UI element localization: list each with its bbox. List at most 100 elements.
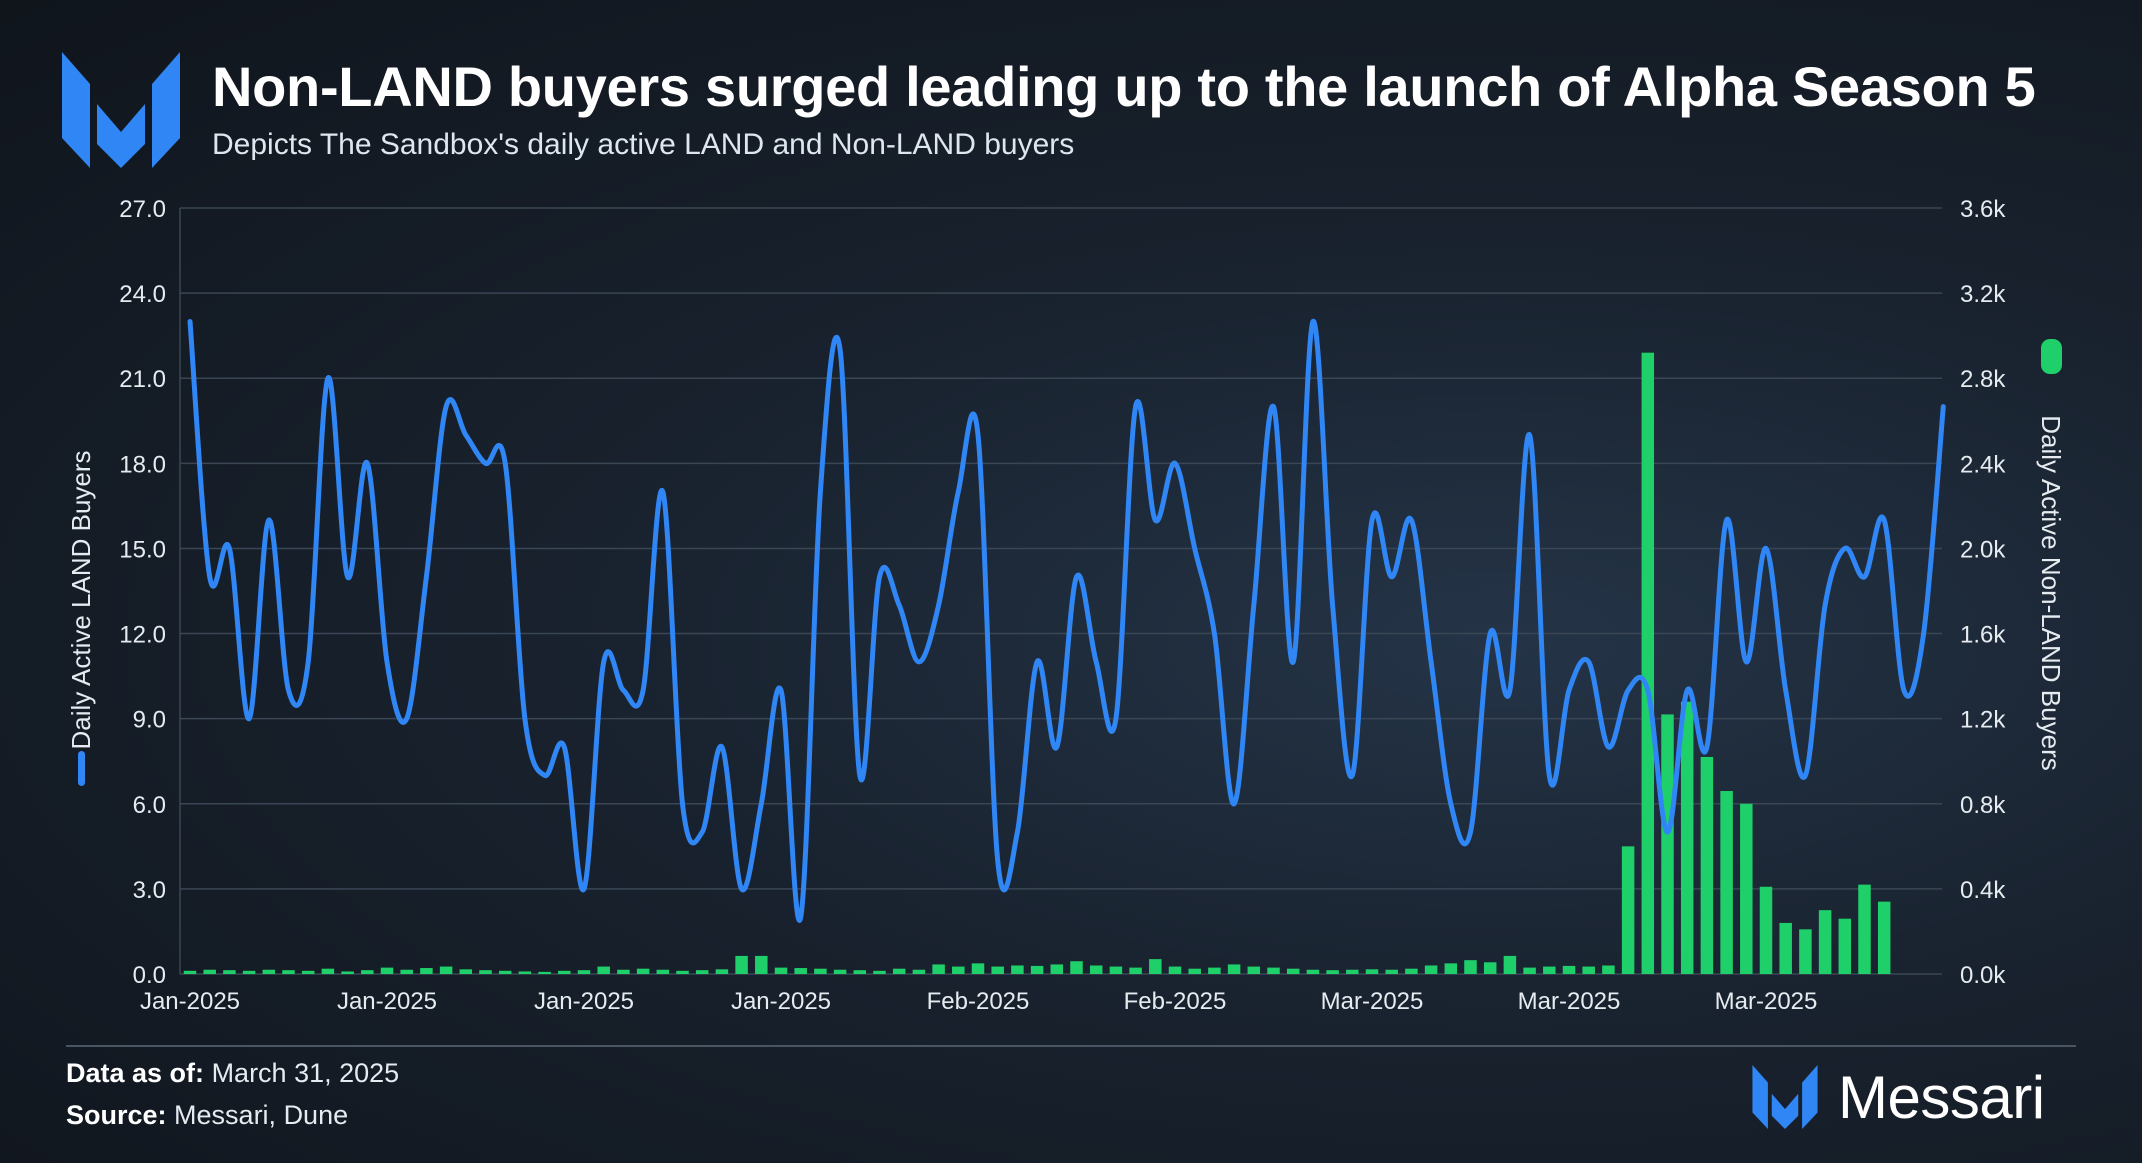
non-land-bar — [282, 970, 295, 974]
non-land-bar — [518, 971, 532, 974]
non-land-bar — [873, 970, 886, 974]
non-land-bar — [774, 967, 788, 974]
non-land-bar — [301, 970, 315, 974]
footer-divider — [66, 1045, 2076, 1047]
source-value: Messari, Dune — [174, 1100, 349, 1130]
non-land-bar — [1503, 955, 1517, 974]
non-land-bar — [203, 969, 216, 974]
left-axis-label: Daily Active LAND Buyers — [66, 450, 96, 749]
left-axis-title: Daily Active LAND Buyers — [66, 450, 96, 749]
footer-brand: Messari — [1752, 1063, 2045, 1131]
non-land-bar — [1740, 803, 1753, 974]
non-land-bar — [439, 966, 453, 974]
right-tick-label: 2.8k — [1960, 366, 2006, 393]
non-land-bar — [1129, 967, 1142, 974]
x-tick-label: Jan-2025 — [337, 988, 437, 1015]
non-land-bar — [1759, 886, 1773, 974]
non-land-bar — [1306, 969, 1320, 974]
non-land-bar — [833, 969, 847, 974]
non-land-bar — [597, 966, 610, 974]
x-tick-label: Mar-2025 — [1518, 988, 1621, 1015]
non-land-bar — [1267, 967, 1280, 974]
non-land-bar — [380, 967, 394, 974]
non-land-bar — [361, 970, 374, 974]
non-land-bar — [1661, 714, 1674, 974]
non-land-bar — [1700, 756, 1714, 974]
non-land-bar — [577, 970, 591, 974]
right-tick-label: 1.2k — [1960, 707, 2006, 734]
chart-subtitle: Depicts The Sandbox's daily active LAND … — [212, 128, 1075, 161]
non-land-bar — [676, 970, 689, 974]
source-line: Source: Messari, Dune — [66, 1100, 348, 1131]
x-tick-label: Feb-2025 — [927, 988, 1030, 1015]
non-land-bar — [912, 969, 926, 974]
non-land-bar — [1818, 910, 1832, 974]
non-land-bar — [1444, 963, 1458, 974]
non-land-bar — [1346, 969, 1359, 974]
land-buyers-line — [187, 318, 1946, 923]
non-land-bar — [1405, 968, 1418, 974]
non-land-bar — [1720, 791, 1733, 974]
non-land-bar — [617, 969, 630, 974]
non-land-bar — [1109, 966, 1123, 974]
non-land-bar — [1286, 968, 1300, 974]
left-tick-label: 21.0 — [119, 366, 166, 393]
non-land-bar — [1543, 966, 1556, 974]
non-land-bar — [794, 968, 807, 974]
x-tick-label: Jan-2025 — [534, 988, 634, 1015]
non-land-bar — [1483, 962, 1497, 974]
non-land-bar — [991, 966, 1004, 974]
brand-name: Messari — [1838, 1063, 2045, 1131]
non-land-bar — [1149, 959, 1162, 974]
chart-area: 0.0 0.0k 3.0 0.4k 6.0 0.8k 9.0 1.2k 12.0 1.6k 15.0… — [66, 196, 2066, 1015]
data-as-of-label: Data as of: — [66, 1058, 205, 1088]
non-land-bar — [1858, 884, 1871, 974]
non-land-bar — [952, 966, 965, 974]
non-land-bar — [1799, 929, 1812, 974]
non-land-legend-marker — [2041, 339, 2062, 374]
non-land-bar — [420, 968, 433, 974]
right-tick-label: 3.2k — [1960, 281, 2006, 308]
left-tick-label: 15.0 — [119, 536, 166, 563]
non-land-bar — [1838, 918, 1852, 974]
left-tick-label: 24.0 — [119, 281, 166, 308]
right-tick-label: 3.6k — [1960, 196, 2006, 223]
non-land-bar — [1464, 960, 1477, 974]
non-land-bar — [755, 955, 768, 974]
left-tick-label: 9.0 — [133, 707, 166, 734]
non-land-bar — [735, 955, 748, 974]
non-land-bar — [262, 969, 276, 974]
non-land-bar — [1188, 968, 1201, 974]
non-land-bar — [1582, 966, 1595, 974]
right-tick-label: 2.4k — [1960, 451, 2006, 478]
non-land-bar — [1562, 965, 1576, 974]
non-land-bar — [183, 970, 197, 974]
non-land-bar — [932, 964, 945, 974]
messari-logo-icon — [62, 52, 180, 168]
non-land-bar — [1877, 901, 1891, 974]
right-axis-title: Daily Active Non-LAND Buyers — [2036, 415, 2066, 770]
land-legend-marker — [78, 751, 85, 786]
non-land-bar — [223, 970, 236, 974]
left-tick-label: 6.0 — [133, 792, 166, 819]
left-tick-label: 3.0 — [133, 877, 166, 904]
non-land-bar — [1621, 846, 1635, 974]
non-land-bar — [558, 970, 571, 974]
non-land-bar — [1050, 964, 1064, 974]
non-land-bar — [1208, 967, 1221, 974]
right-tick-label: 0.8k — [1960, 792, 2006, 819]
non-land-bar — [459, 969, 473, 974]
non-land-bar — [853, 970, 867, 974]
data-as-of-value: March 31, 2025 — [211, 1058, 400, 1088]
non-land-bar — [1641, 352, 1655, 974]
non-land-bar — [1385, 969, 1398, 974]
right-tick-label: 1.6k — [1960, 622, 2006, 649]
non-land-bar — [1779, 922, 1792, 974]
right-axis-label: Daily Active Non-LAND Buyers — [2036, 415, 2066, 770]
x-tick-label: Jan-2025 — [140, 988, 240, 1015]
non-land-bar — [1089, 965, 1103, 974]
non-land-bar — [1365, 969, 1379, 974]
non-land-bar — [636, 968, 650, 974]
non-land-bar — [1680, 701, 1694, 974]
